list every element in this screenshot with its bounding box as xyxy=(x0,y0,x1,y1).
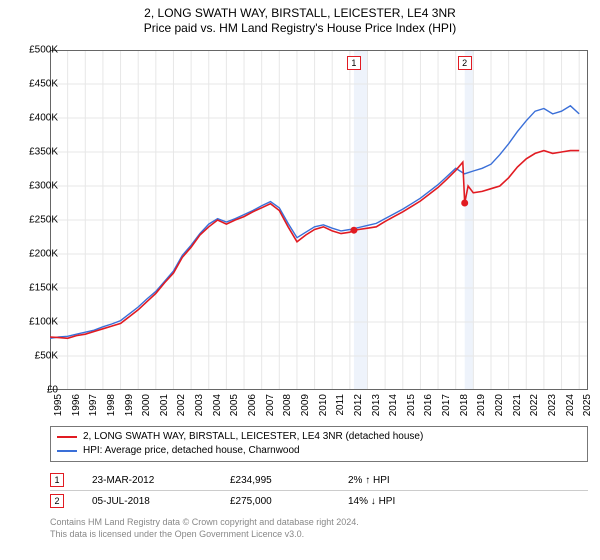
legend-label: HPI: Average price, detached house, Char… xyxy=(83,444,300,458)
x-tick-label: 2019 xyxy=(476,394,487,416)
x-tick-label: 2022 xyxy=(529,394,540,416)
x-tick-label: 2010 xyxy=(318,394,329,416)
y-tick-label: £500K xyxy=(29,45,58,56)
x-tick-label: 2018 xyxy=(459,394,470,416)
x-tick-label: 2025 xyxy=(582,394,593,416)
plot-area xyxy=(50,50,588,390)
y-tick-label: £250K xyxy=(29,215,58,226)
legend-row: 2, LONG SWATH WAY, BIRSTALL, LEICESTER, … xyxy=(57,430,581,444)
sale-row: 2 05-JUL-2018 £275,000 14% ↓ HPI xyxy=(50,490,588,511)
x-tick-label: 2024 xyxy=(565,394,576,416)
footer-text: Contains HM Land Registry data © Crown c… xyxy=(50,517,588,540)
sale-date: 23-MAR-2012 xyxy=(92,475,202,486)
x-tick-label: 2021 xyxy=(512,394,523,416)
x-tick-label: 2014 xyxy=(388,394,399,416)
sale-row-marker: 2 xyxy=(50,494,64,508)
sales-table: 1 23-MAR-2012 £234,995 2% ↑ HPI 2 05-JUL-2018… xyxy=(50,470,588,511)
x-tick-label: 2004 xyxy=(212,394,223,416)
footer-line-2: This data is licensed under the Open Gov… xyxy=(50,529,588,541)
x-tick-label: 1999 xyxy=(124,394,135,416)
y-tick-label: £150K xyxy=(29,283,58,294)
x-tick-label: 2009 xyxy=(300,394,311,416)
y-tick-label: £50K xyxy=(35,351,58,362)
y-tick-label: £450K xyxy=(29,79,58,90)
footer-line-1: Contains HM Land Registry data © Crown c… xyxy=(50,517,588,529)
x-tick-label: 2001 xyxy=(159,394,170,416)
x-tick-label: 2012 xyxy=(353,394,364,416)
x-tick-label: 1995 xyxy=(53,394,64,416)
sale-row: 1 23-MAR-2012 £234,995 2% ↑ HPI xyxy=(50,470,588,490)
sale-marker-box: 2 xyxy=(458,56,472,70)
x-tick-label: 2011 xyxy=(335,394,346,416)
x-tick-label: 2023 xyxy=(547,394,558,416)
title-line-1: 2, LONG SWATH WAY, BIRSTALL, LEICESTER, … xyxy=(0,6,600,21)
x-tick-label: 2000 xyxy=(141,394,152,416)
x-tick-label: 2008 xyxy=(282,394,293,416)
sale-price: £275,000 xyxy=(230,496,320,507)
legend-label: 2, LONG SWATH WAY, BIRSTALL, LEICESTER, … xyxy=(83,430,423,444)
x-tick-label: 2007 xyxy=(265,394,276,416)
x-tick-label: 2020 xyxy=(494,394,505,416)
sale-marker-box: 1 xyxy=(347,56,361,70)
x-tick-label: 1996 xyxy=(71,394,82,416)
x-tick-label: 2003 xyxy=(194,394,205,416)
legend-and-sales: 2, LONG SWATH WAY, BIRSTALL, LEICESTER, … xyxy=(50,426,588,540)
y-tick-label: £100K xyxy=(29,317,58,328)
chart-container: 2, LONG SWATH WAY, BIRSTALL, LEICESTER, … xyxy=(0,0,600,560)
legend-box: 2, LONG SWATH WAY, BIRSTALL, LEICESTER, … xyxy=(50,426,588,462)
x-tick-label: 1998 xyxy=(106,394,117,416)
legend-swatch xyxy=(57,436,77,438)
plot-svg xyxy=(50,50,588,390)
sale-diff: 14% ↓ HPI xyxy=(348,496,458,507)
title-line-2: Price paid vs. HM Land Registry's House … xyxy=(0,21,600,36)
sale-date: 05-JUL-2018 xyxy=(92,496,202,507)
legend-swatch xyxy=(57,450,77,452)
legend-row: HPI: Average price, detached house, Char… xyxy=(57,444,581,458)
title-block: 2, LONG SWATH WAY, BIRSTALL, LEICESTER, … xyxy=(0,0,600,36)
sale-diff: 2% ↑ HPI xyxy=(348,475,458,486)
x-tick-label: 2017 xyxy=(441,394,452,416)
y-tick-label: £300K xyxy=(29,181,58,192)
sale-row-marker: 1 xyxy=(50,473,64,487)
x-tick-label: 2005 xyxy=(229,394,240,416)
x-tick-label: 2006 xyxy=(247,394,258,416)
x-tick-label: 1997 xyxy=(88,394,99,416)
sale-price: £234,995 xyxy=(230,475,320,486)
x-tick-label: 2016 xyxy=(423,394,434,416)
y-tick-label: £350K xyxy=(29,147,58,158)
y-tick-label: £400K xyxy=(29,113,58,124)
x-tick-label: 2015 xyxy=(406,394,417,416)
x-tick-label: 2002 xyxy=(176,394,187,416)
y-tick-label: £200K xyxy=(29,249,58,260)
x-tick-label: 2013 xyxy=(371,394,382,416)
